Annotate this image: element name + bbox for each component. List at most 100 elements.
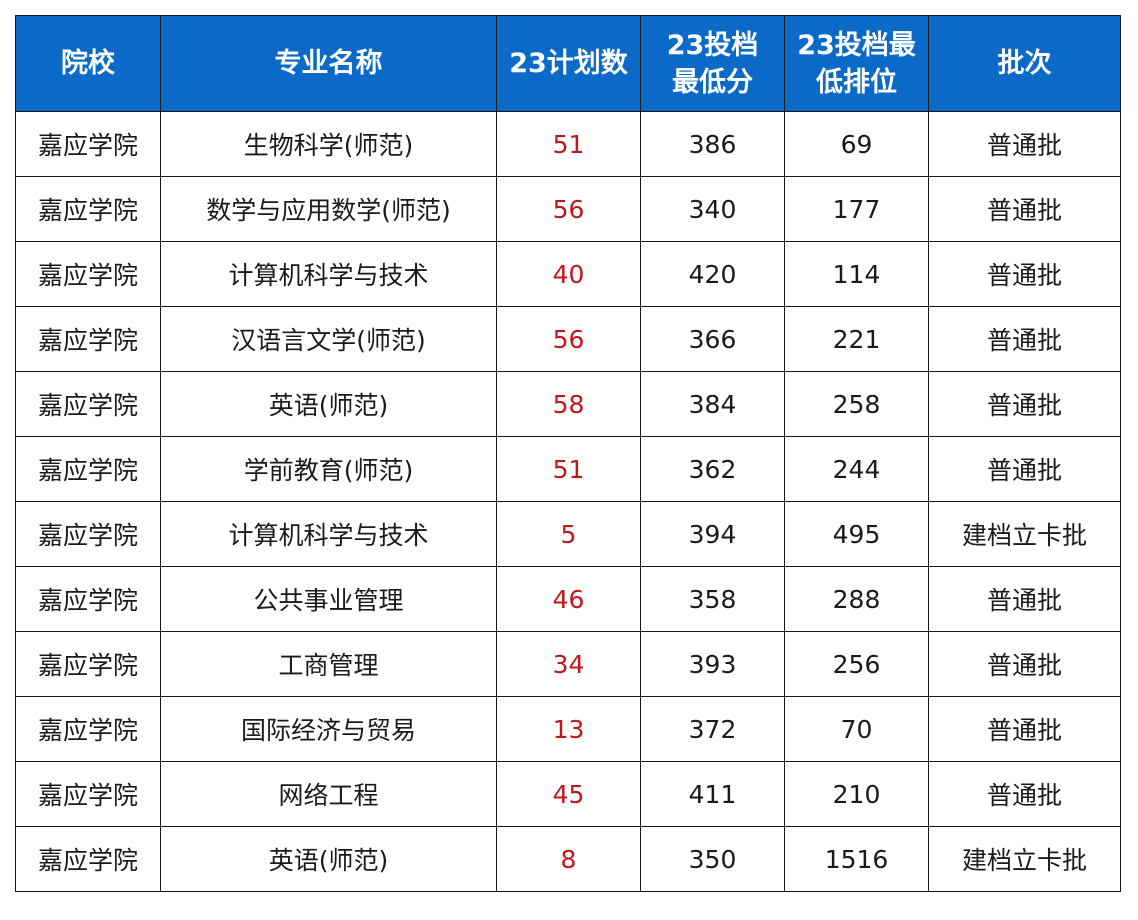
cell-batch: 普通批 [928,371,1121,437]
cell-plan: 40 [496,241,641,307]
cell-min-rank: 1516 [784,826,929,892]
cell-major: 公共事业管理 [160,566,497,632]
cell-batch: 普通批 [928,241,1121,307]
table-row: 嘉应学院 公共事业管理 46 358 288 普通批 [15,566,1121,632]
cell-school: 嘉应学院 [15,696,161,762]
cell-min-score: 393 [640,631,785,697]
cell-min-rank: 70 [784,696,929,762]
cell-min-rank: 495 [784,501,929,567]
table-body: 嘉应学院 生物科学(师范) 51 386 69 普通批 嘉应学院 数学与应用数学(师范) 56 3… [15,111,1121,892]
cell-min-score: 411 [640,761,785,827]
cell-batch: 普通批 [928,111,1121,177]
cell-plan: 56 [496,306,641,372]
cell-school: 嘉应学院 [15,111,161,177]
cell-school: 嘉应学院 [15,306,161,372]
cell-min-rank: 69 [784,111,929,177]
cell-min-score: 350 [640,826,785,892]
cell-min-score: 366 [640,306,785,372]
table-row: 嘉应学院 生物科学(师范) 51 386 69 普通批 [15,111,1121,177]
cell-school: 嘉应学院 [15,436,161,502]
cell-min-score: 358 [640,566,785,632]
table-row: 嘉应学院 数学与应用数学(师范) 56 340 177 普通批 [15,176,1121,242]
header-batch-line: 批次 [997,48,1052,79]
cell-plan: 58 [496,371,641,437]
cell-plan: 51 [496,436,641,502]
cell-plan: 45 [496,761,641,827]
cell-min-rank: 288 [784,566,929,632]
header-min-rank: 23投档最低排位 [784,15,929,112]
cell-min-score: 340 [640,176,785,242]
cell-batch: 建档立卡批 [928,826,1121,892]
cell-batch: 普通批 [928,436,1121,502]
cell-school: 嘉应学院 [15,501,161,567]
header-row: 院校 专业名称 23计划数 23投档 最低分 23投档最 低排位 批次 [15,15,1121,112]
cell-batch: 普通批 [928,696,1121,762]
cell-batch: 建档立卡批 [928,501,1121,567]
table-row: 嘉应学院 国际经济与贸易 13 372 70 普通批 [15,696,1121,762]
cell-school: 嘉应学院 [15,176,161,242]
header-school-line: 院校 [61,48,115,79]
header-min-score-line: 23投档 [666,29,759,61]
cell-min-score: 394 [640,501,785,567]
cell-plan: 13 [496,696,641,762]
cell-min-rank: 114 [784,241,929,307]
cell-batch: 普通批 [928,761,1121,827]
cell-major: 英语(师范) [160,826,497,892]
cell-major: 汉语言文学(师范) [160,306,497,372]
admission-table: 院校 专业名称 23计划数 23投档 最低分 23投档最 低排位 批次 嘉应学院 生物科学(师范… [15,15,1121,892]
cell-min-rank: 256 [784,631,929,697]
cell-plan: 8 [496,826,641,892]
cell-batch: 普通批 [928,566,1121,632]
cell-major: 国际经济与贸易 [160,696,497,762]
header-major-line: 专业名称 [274,48,383,79]
table-row: 嘉应学院 计算机科学与技术 5 394 495 建档立卡批 [15,501,1121,567]
cell-school: 嘉应学院 [15,761,161,827]
cell-plan: 34 [496,631,641,697]
cell-min-score: 386 [640,111,785,177]
cell-plan: 5 [496,501,641,567]
cell-min-rank: 177 [784,176,929,242]
header-min-score: 23投档最低分 [640,15,785,112]
cell-school: 嘉应学院 [15,241,161,307]
header-min-rank-line: 低排位 [816,66,897,98]
cell-major: 计算机科学与技术 [160,501,497,567]
cell-major: 计算机科学与技术 [160,241,497,307]
cell-batch: 普通批 [928,306,1121,372]
header-min-score-line: 最低分 [672,66,753,98]
table-row: 嘉应学院 学前教育(师范) 51 362 244 普通批 [15,436,1121,502]
cell-plan: 51 [496,111,641,177]
cell-min-rank: 244 [784,436,929,502]
header-min-rank-line: 23投档最 [797,29,916,61]
cell-school: 嘉应学院 [15,631,161,697]
cell-min-score: 362 [640,436,785,502]
table-row: 嘉应学院 英语(师范) 8 350 1516 建档立卡批 [15,826,1121,892]
cell-batch: 普通批 [928,176,1121,242]
cell-plan: 46 [496,566,641,632]
table-row: 嘉应学院 计算机科学与技术 40 420 114 普通批 [15,241,1121,307]
header-major: 专业名称 [160,15,497,112]
table-row: 嘉应学院 网络工程 45 411 210 普通批 [15,761,1121,827]
header-batch: 批次 [928,15,1121,112]
cell-major: 工商管理 [160,631,497,697]
cell-min-rank: 210 [784,761,929,827]
cell-min-rank: 258 [784,371,929,437]
cell-batch: 普通批 [928,631,1121,697]
cell-min-score: 420 [640,241,785,307]
cell-major: 生物科学(师范) [160,111,497,177]
cell-school: 嘉应学院 [15,566,161,632]
cell-school: 嘉应学院 [15,826,161,892]
header-plan-line: 23计划数 [509,48,628,79]
header-school: 院校 [15,15,161,112]
cell-major: 学前教育(师范) [160,436,497,502]
table-row: 嘉应学院 工商管理 34 393 256 普通批 [15,631,1121,697]
cell-major: 英语(师范) [160,371,497,437]
header-plan: 23计划数 [496,15,641,112]
cell-major: 网络工程 [160,761,497,827]
cell-min-score: 372 [640,696,785,762]
cell-school: 嘉应学院 [15,371,161,437]
table-row: 嘉应学院 英语(师范) 58 384 258 普通批 [15,371,1121,437]
admission-table-container: 院校 专业名称 23计划数 23投档 最低分 23投档最 低排位 批次 嘉应学院 生物科学(师范… [15,15,1121,892]
cell-plan: 56 [496,176,641,242]
table-row: 嘉应学院 汉语言文学(师范) 56 366 221 普通批 [15,306,1121,372]
cell-min-rank: 221 [784,306,929,372]
